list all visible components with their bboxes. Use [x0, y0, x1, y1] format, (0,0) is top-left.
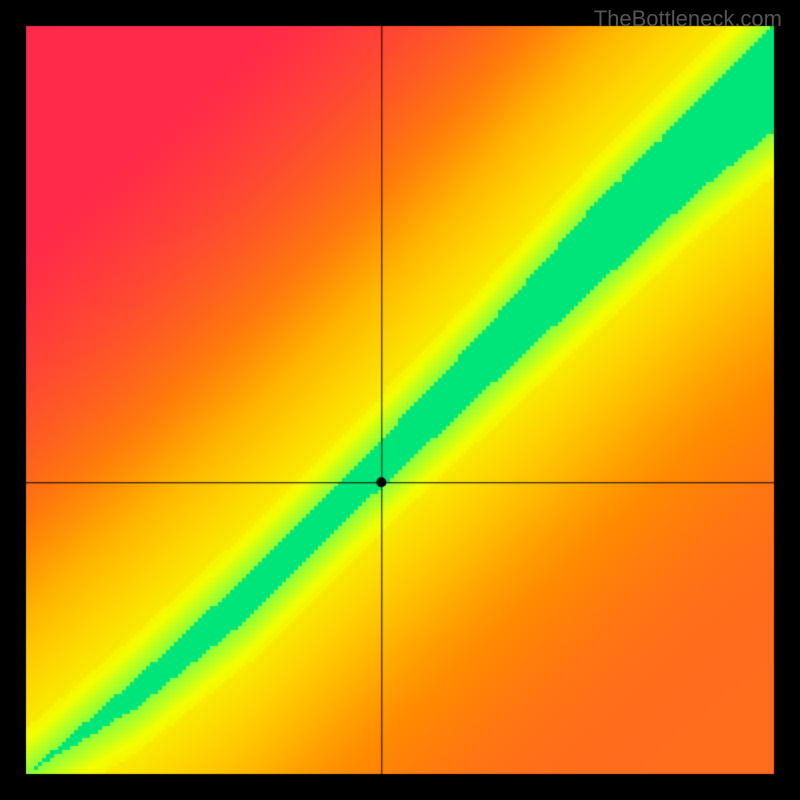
bottleneck-heatmap — [0, 0, 800, 800]
chart-container: { "watermark": { "text": "TheBottleneck.… — [0, 0, 800, 800]
watermark-text: TheBottleneck.com — [594, 6, 782, 32]
